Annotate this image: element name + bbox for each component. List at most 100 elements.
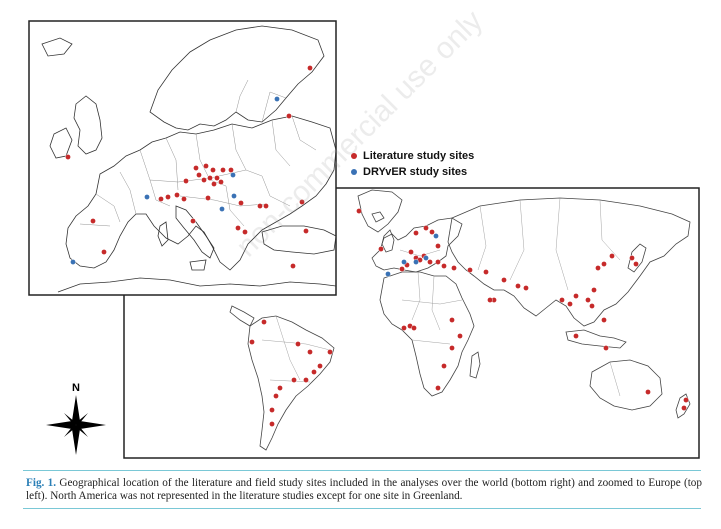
- literature-site-marker: [317, 363, 323, 369]
- south-america-outline: [247, 315, 335, 451]
- figure-caption: Fig. 1. Geographical location of the lit…: [26, 477, 702, 503]
- literature-site-marker: [207, 175, 213, 181]
- literature-site-marker: [181, 196, 187, 202]
- literature-site-marker: [174, 192, 180, 198]
- literature-site-marker: [429, 229, 435, 235]
- dryver-site-marker: [401, 259, 407, 265]
- dryver-site-marker: [219, 206, 225, 212]
- sardinia-outline: [157, 221, 169, 247]
- literature-site-marker: [435, 385, 441, 391]
- literature-site-marker: [273, 393, 279, 399]
- literature-site-marker: [451, 265, 457, 271]
- literature-site-marker: [165, 194, 171, 200]
- iceland-outline: [371, 211, 385, 223]
- literature-site-marker: [435, 259, 441, 265]
- literature-site-marker: [210, 167, 216, 173]
- greenland-outline: [357, 189, 403, 233]
- literature-site-marker: [449, 345, 455, 351]
- literature-site-marker: [435, 243, 441, 249]
- literature-site-marker: [65, 154, 71, 160]
- legend-item-dryver: DRYvER study sites: [351, 164, 474, 180]
- literature-site-marker: [567, 301, 573, 307]
- literature-site-marker: [307, 349, 313, 355]
- compass-north-label: N: [72, 382, 80, 394]
- literature-site-marker: [183, 178, 189, 184]
- literature-site-marker: [681, 405, 687, 411]
- figure-area: N non-commercial use only Literature stu…: [28, 4, 700, 459]
- compass-nw-point: [64, 413, 76, 425]
- literature-site-marker: [263, 203, 269, 209]
- compass-sw-point: [64, 425, 76, 437]
- caption-bottom-rule: [23, 508, 701, 509]
- literature-site-marker: [457, 333, 463, 339]
- literature-site-marker: [378, 246, 384, 252]
- legend-literature-label: Literature study sites: [363, 150, 475, 162]
- literature-site-marker: [467, 267, 473, 273]
- literature-site-marker: [629, 255, 635, 261]
- literature-site-marker: [295, 341, 301, 347]
- central-america-outline: [229, 305, 255, 327]
- dryver-site-marker: [385, 271, 391, 277]
- literature-site-marker: [449, 317, 455, 323]
- literature-site-marker: [411, 325, 417, 331]
- dryver-site-marker: [144, 194, 150, 200]
- map-figure: N: [28, 20, 700, 459]
- north-africa-inset-outline: [57, 277, 336, 293]
- europe-site-markers: [65, 65, 313, 269]
- legend-item-literature: Literature study sites: [351, 148, 474, 164]
- literature-site-marker: [307, 65, 313, 71]
- compass-ne-point: [76, 413, 88, 425]
- literature-site-marker: [633, 261, 639, 267]
- world-country-borders: [261, 197, 621, 397]
- literature-site-marker: [269, 421, 275, 427]
- literature-site-marker: [601, 261, 607, 267]
- legend-dryver-label: DRYvER study sites: [363, 166, 468, 178]
- literature-site-marker: [196, 172, 202, 178]
- dryver-site-marker: [70, 259, 76, 265]
- literature-site-marker: [249, 339, 255, 345]
- europe-country-borders: [79, 79, 317, 227]
- north-arrow-compass: N: [46, 382, 106, 455]
- literature-site-marker: [356, 208, 362, 214]
- literature-site-marker: [591, 287, 597, 293]
- europe-landmasses: [41, 25, 336, 293]
- literature-site-marker: [427, 259, 433, 265]
- literature-site-marker: [413, 230, 419, 236]
- literature-site-marker: [261, 319, 267, 325]
- europe-outline: [371, 217, 463, 273]
- literature-site-marker: [201, 177, 207, 183]
- turkey-inset-outline: [261, 225, 336, 255]
- literature-site-marker: [303, 377, 309, 383]
- literature-site-marker: [277, 385, 283, 391]
- literature-site-marker: [683, 397, 689, 403]
- literature-site-marker: [399, 266, 405, 272]
- literature-site-marker: [483, 269, 489, 275]
- literature-site-marker: [190, 218, 196, 224]
- uk-inset-outline: [73, 95, 103, 155]
- literature-site-marker: [193, 165, 199, 171]
- literature-site-marker: [235, 225, 241, 231]
- literature-site-marker: [286, 113, 292, 119]
- literature-site-marker: [218, 179, 224, 185]
- literature-site-marker: [501, 277, 507, 283]
- sicily-outline: [189, 259, 207, 271]
- dryver-site-swatch-icon: [351, 169, 357, 175]
- literature-site-marker: [90, 218, 96, 224]
- iceland-inset-outline: [41, 37, 73, 57]
- continent-inset-outline: [65, 115, 336, 271]
- literature-site-marker: [559, 297, 565, 303]
- dryver-site-marker: [433, 233, 439, 239]
- indonesia-outline: [565, 329, 627, 349]
- literature-site-swatch-icon: [351, 153, 357, 159]
- europe-inset-frame: [28, 20, 337, 296]
- compass-east-point: [76, 421, 106, 429]
- literature-site-marker: [299, 199, 305, 205]
- literature-site-marker: [401, 325, 407, 331]
- asia-outline: [447, 197, 691, 327]
- new-zealand-outline: [675, 393, 691, 419]
- dryver-site-marker: [230, 172, 236, 178]
- compass-se-point: [76, 425, 88, 437]
- caption-text: Geographical location of the literature …: [26, 477, 702, 502]
- literature-site-marker: [290, 263, 296, 269]
- compass-north-point: [72, 395, 80, 425]
